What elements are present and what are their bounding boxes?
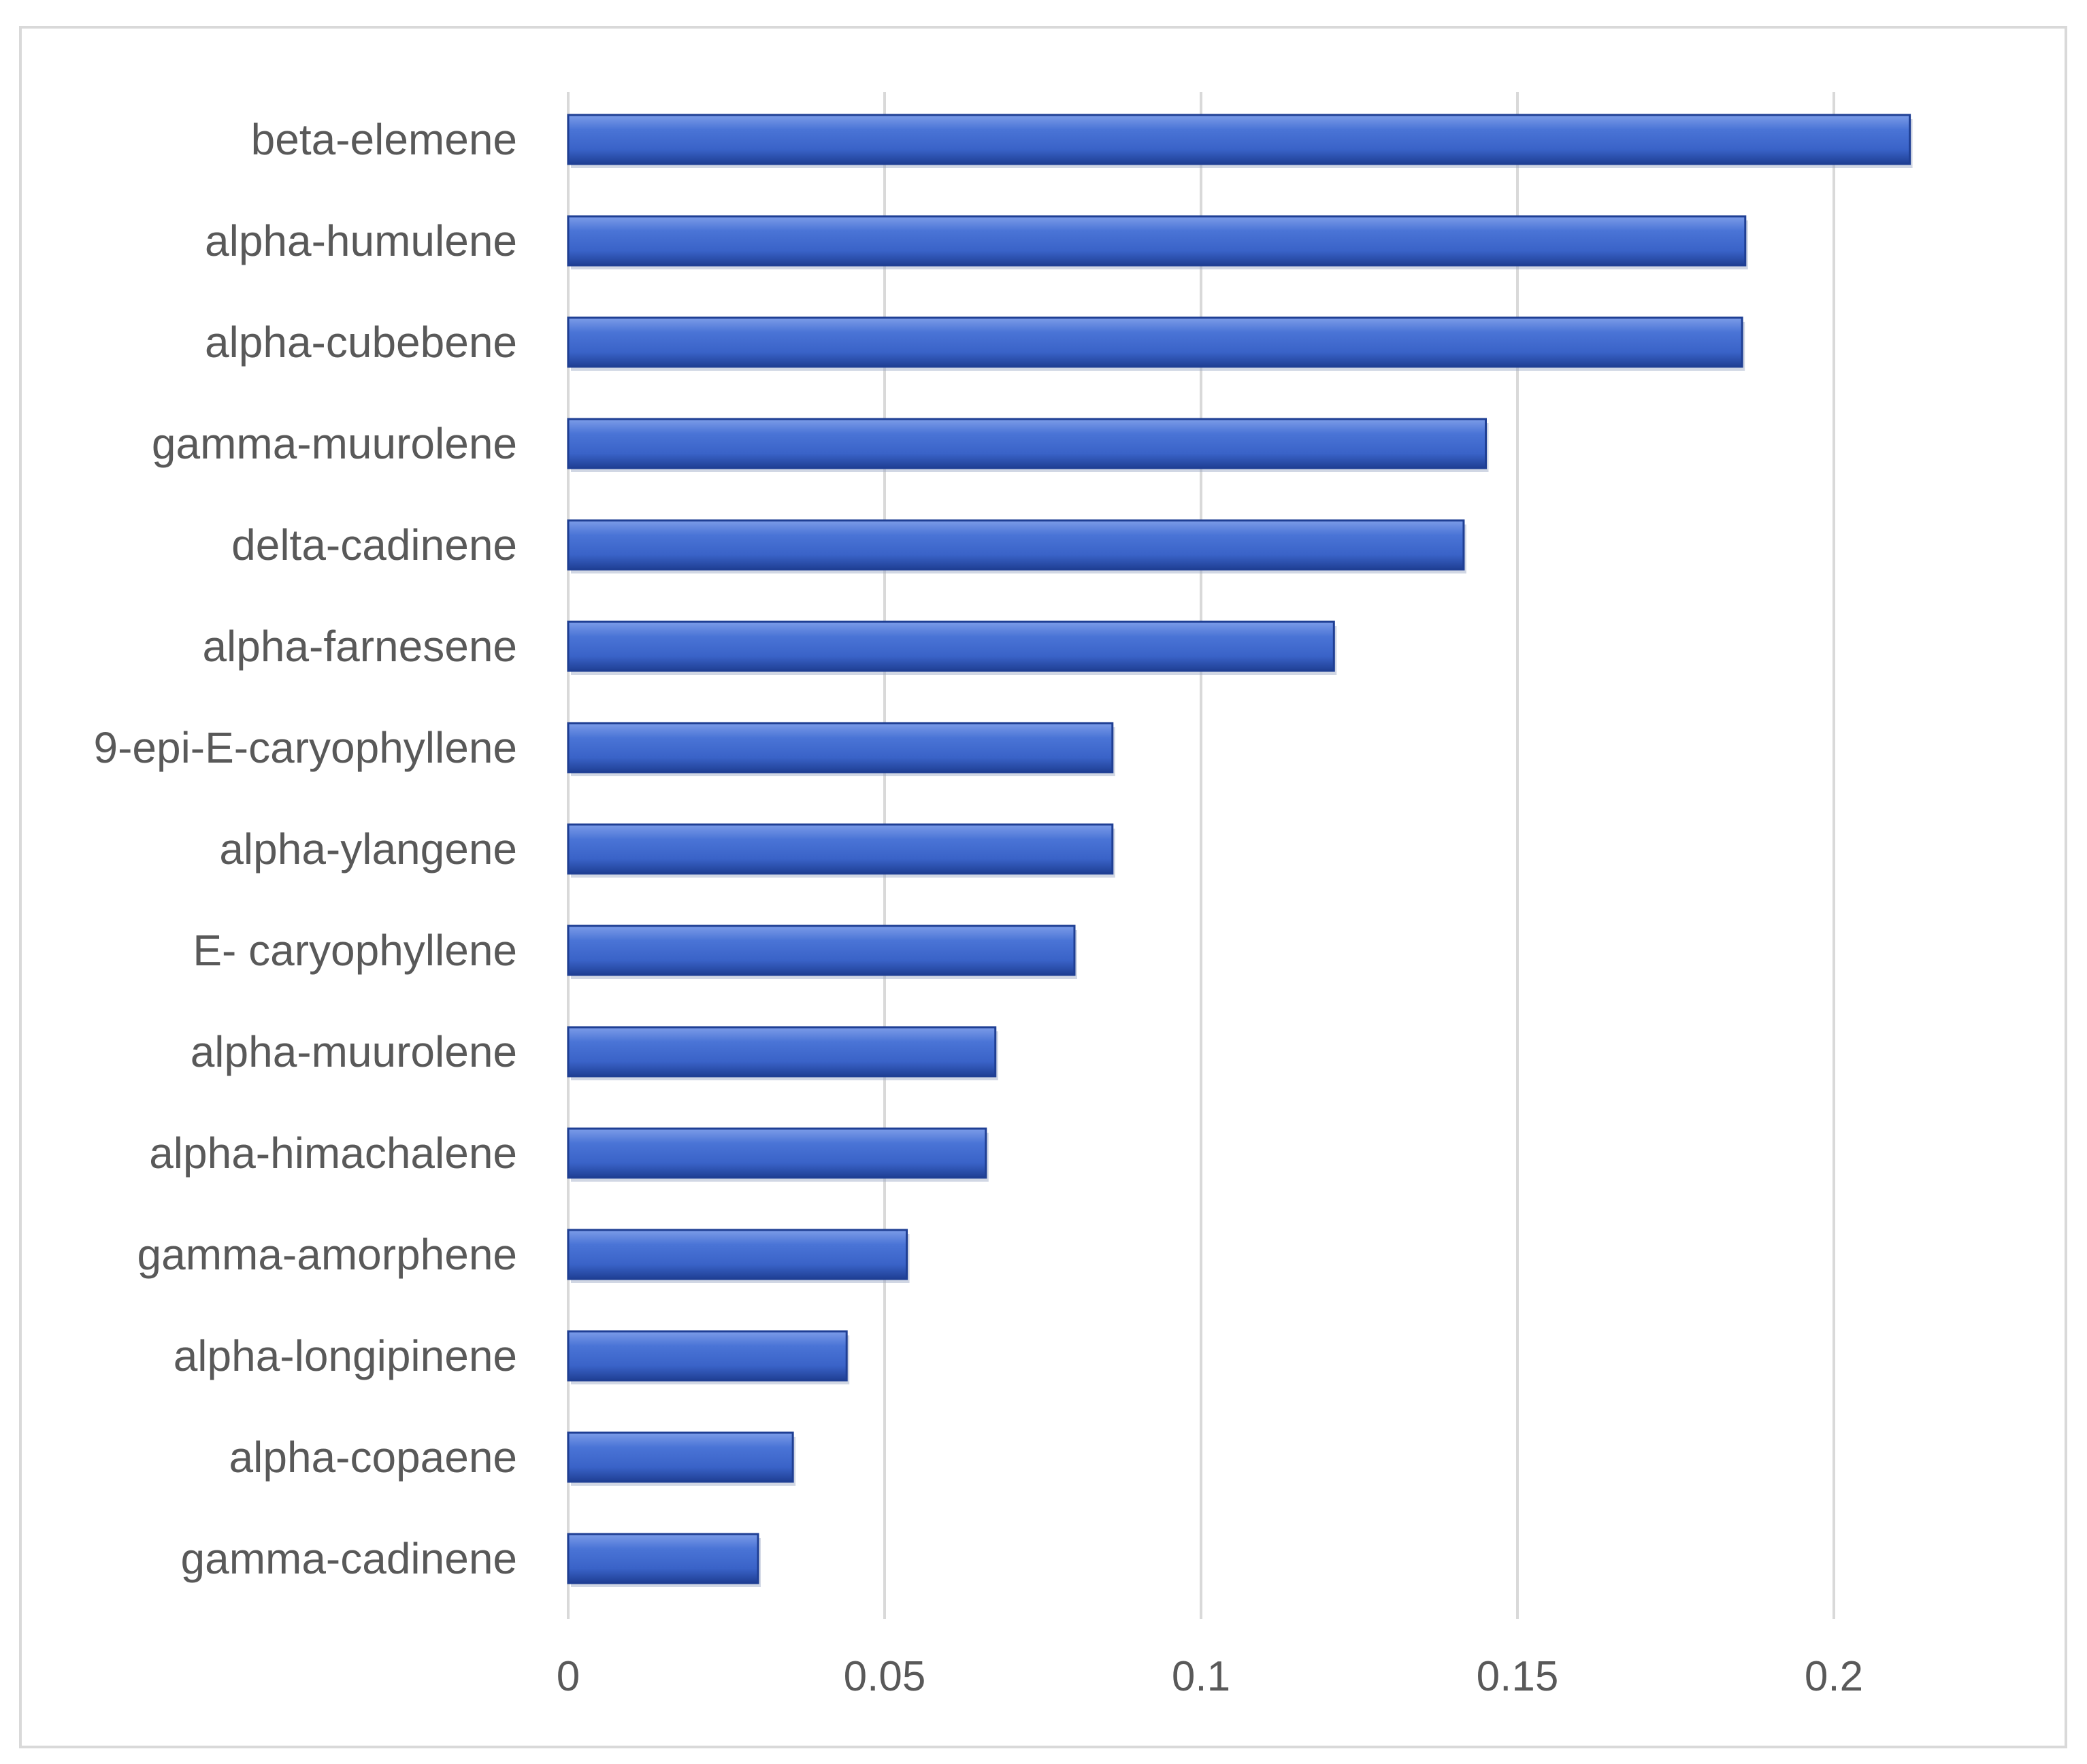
bar [567,620,1335,672]
bar [567,925,1076,976]
category-labels: beta-elemene alpha-humulene alpha-cubebene… [93,115,517,1583]
chart-frame [19,26,2067,1748]
bar [567,722,1114,773]
category-label: alpha-copaene [229,1433,517,1482]
category-label: alpha-cubebene [205,318,517,367]
bar [567,114,1911,165]
x-tick-label: 0.15 [1477,1653,1559,1700]
category-label: alpha-humulene [205,216,517,265]
x-tick-label: 0.1 [1172,1653,1230,1700]
category-label: gamma-cadinene [181,1534,518,1583]
category-label: gamma-amorphene [137,1230,518,1279]
category-label: E- caryophyllene [193,926,517,975]
bar [567,1026,997,1078]
bar [567,215,1747,267]
bars [567,114,1913,1587]
bar [567,418,1487,469]
bar [567,1330,848,1382]
bar [567,316,1743,368]
x-tick-label: 0 [557,1653,580,1700]
category-label: alpha-himachalene [149,1129,517,1178]
category-label: 9-epi-E-caryophyllene [93,723,517,772]
x-tick-labels: 0 0.05 0.1 0.15 0.2 [557,1653,1863,1700]
bar [567,1533,759,1584]
category-label: gamma-muurolene [152,419,517,468]
x-tick-label: 0.2 [1805,1653,1863,1700]
category-label: alpha-ylangene [219,825,517,873]
category-label: delta-cadinene [231,520,517,569]
x-tick-label: 0.05 [844,1653,926,1700]
bar [567,1229,908,1280]
bar [567,1127,987,1179]
category-label: alpha-longipinene [174,1331,517,1380]
category-label: beta-elemene [251,115,517,164]
category-label: alpha-farnesene [202,622,517,671]
bar [567,519,1465,571]
category-label: alpha-muurolene [191,1027,517,1076]
bar [567,823,1114,875]
bar [567,1431,794,1483]
